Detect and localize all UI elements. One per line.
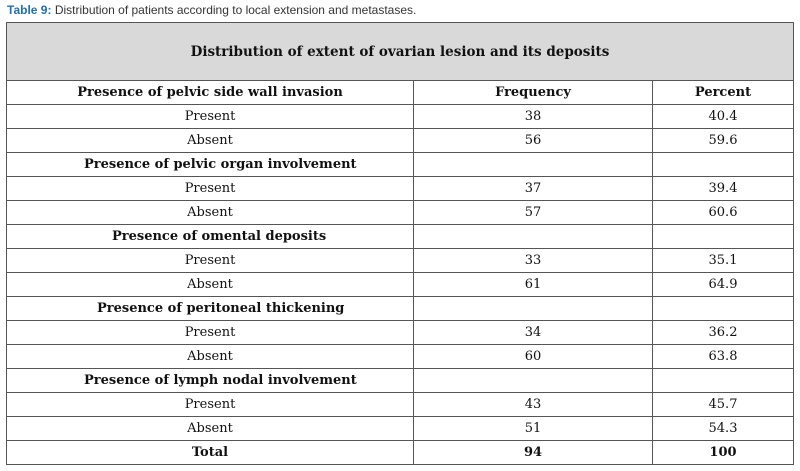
total-frequency: 94	[413, 440, 653, 465]
section-label: Presence of pelvic side wall invasion	[6, 80, 414, 105]
frequency-cell: 56	[413, 128, 653, 153]
caption-label: Table 9:	[7, 3, 52, 17]
row-label: Absent	[6, 128, 414, 153]
frequency-cell: 51	[413, 416, 653, 441]
row-label: Absent	[6, 272, 414, 297]
column-header-percent: Percent	[652, 80, 794, 105]
table-caption: Table 9: Distribution of patients accord…	[7, 3, 416, 17]
data-table: Distribution of extent of ovarian lesion…	[6, 22, 794, 465]
table-row: Present 33 35.1	[6, 248, 794, 273]
row-label: Absent	[6, 416, 414, 441]
table-row: Present 38 40.4	[6, 104, 794, 129]
row-label: Present	[6, 392, 414, 417]
percent-cell: 54.3	[652, 416, 794, 441]
percent-cell: 60.6	[652, 200, 794, 225]
table-row: Present 37 39.4	[6, 176, 794, 201]
row-label: Present	[6, 248, 414, 273]
total-percent: 100	[652, 440, 794, 465]
table-title: Distribution of extent of ovarian lesion…	[6, 22, 794, 81]
percent-cell: 63.8	[652, 344, 794, 369]
section-label: Presence of omental deposits	[6, 224, 414, 249]
frequency-cell: 57	[413, 200, 653, 225]
table-row: Absent 61 64.9	[6, 272, 794, 297]
frequency-cell: 34	[413, 320, 653, 345]
frequency-cell: 43	[413, 392, 653, 417]
table-row: Absent 57 60.6	[6, 200, 794, 225]
section-label: Presence of lymph nodal involvement	[6, 368, 414, 393]
row-label: Absent	[6, 344, 414, 369]
row-label: Present	[6, 320, 414, 345]
caption-text: Distribution of patients according to lo…	[54, 3, 417, 17]
table-row: Present 34 36.2	[6, 320, 794, 345]
row-label: Present	[6, 176, 414, 201]
percent-cell: 40.4	[652, 104, 794, 129]
percent-cell: 36.2	[652, 320, 794, 345]
column-header-frequency: Frequency	[413, 80, 653, 105]
section-label: Presence of pelvic organ involvement	[6, 152, 414, 177]
total-label: Total	[6, 440, 414, 465]
frequency-cell: 38	[413, 104, 653, 129]
table-row: Absent 51 54.3	[6, 416, 794, 441]
frequency-cell: 61	[413, 272, 653, 297]
table-row: Present 43 45.7	[6, 392, 794, 417]
percent-cell: 35.1	[652, 248, 794, 273]
frequency-cell: 60	[413, 344, 653, 369]
percent-cell: 59.6	[652, 128, 794, 153]
percent-cell: 39.4	[652, 176, 794, 201]
percent-cell: 45.7	[652, 392, 794, 417]
percent-cell: 64.9	[652, 272, 794, 297]
table-row: Absent 60 63.8	[6, 344, 794, 369]
total-row: Total 94 100	[6, 440, 794, 465]
section-label: Presence of peritoneal thickening	[6, 296, 414, 321]
row-label: Present	[6, 104, 414, 129]
table-row: Absent 56 59.6	[6, 128, 794, 153]
row-label: Absent	[6, 200, 414, 225]
frequency-cell: 37	[413, 176, 653, 201]
frequency-cell: 33	[413, 248, 653, 273]
